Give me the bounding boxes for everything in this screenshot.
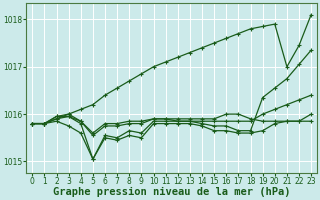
X-axis label: Graphe pression niveau de la mer (hPa): Graphe pression niveau de la mer (hPa) [53,187,291,197]
